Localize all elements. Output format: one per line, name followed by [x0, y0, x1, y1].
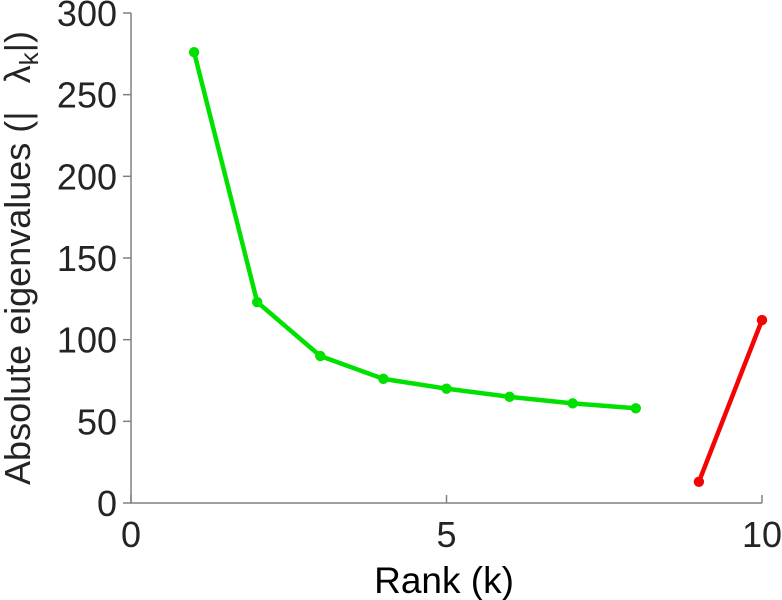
data-point-marker	[315, 350, 326, 362]
data-point-marker	[441, 383, 452, 394]
x-tick-label: 0	[121, 514, 141, 555]
data-point-marker	[693, 476, 705, 487]
x-tick-label: 10	[742, 514, 782, 555]
series-line-eigenvalues-ranks-9-10	[696, 317, 765, 485]
y-tick-label: 0	[97, 483, 117, 524]
axes	[130, 13, 762, 504]
series-eigenvalues-ranks-9-10	[693, 314, 768, 487]
data-point-marker	[756, 314, 768, 326]
data-point-marker	[378, 373, 389, 385]
y-tick-label: 300	[57, 0, 117, 34]
y-axis-label: Absolute eigenvalues (|λk|)	[0, 31, 44, 485]
data-point-marker	[630, 403, 641, 414]
x-tick-label: 5	[436, 514, 456, 555]
x-axis-ticks: 0 5 10	[121, 495, 782, 555]
data-point-marker	[567, 398, 578, 409]
plot-series	[188, 47, 768, 487]
x-axis-label: Rank (k)	[374, 560, 514, 600]
axis-spines	[130, 13, 762, 504]
series-line-eigenvalues-ranks-1-8	[191, 49, 639, 411]
data-point-marker	[188, 47, 200, 58]
data-point-marker	[504, 391, 515, 403]
y-tick-label: 150	[57, 238, 117, 279]
series-eigenvalues-ranks-1-8	[188, 47, 641, 414]
data-point-marker	[252, 296, 263, 308]
y-tick-label: 100	[57, 320, 117, 361]
y-tick-label: 50	[77, 401, 117, 442]
y-axis-ticks: 0 50 100 150 200 250 300	[57, 0, 131, 524]
y-tick-label: 250	[57, 75, 117, 116]
y-tick-label: 200	[57, 156, 117, 197]
